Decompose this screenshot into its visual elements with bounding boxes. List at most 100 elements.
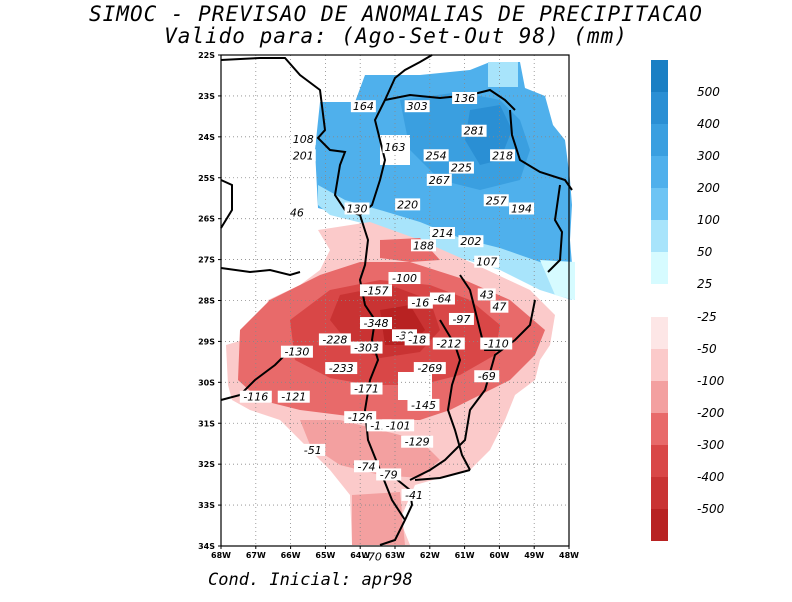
colorbar-swatch-positive (651, 92, 668, 124)
anomaly-value-label: -100 (392, 272, 417, 285)
anomaly-value-label: 163 (385, 141, 406, 154)
anomaly-value-label: 214 (432, 227, 453, 240)
value-label-bg (423, 149, 449, 162)
value-label-bg (429, 227, 455, 240)
value-label-bg (426, 173, 452, 186)
anomaly-value-label: -212 (436, 338, 461, 351)
value-label-bg (483, 194, 509, 207)
value-label-bg (300, 443, 326, 456)
lat-tick-label: 26S (198, 215, 215, 224)
anomaly-value-label: -79 (380, 468, 398, 481)
colorbar-label-positive: 500 (697, 85, 720, 99)
lat-tick-label: 30S (198, 378, 215, 387)
anomaly-value-label: -97 (452, 313, 470, 326)
colorbar-swatch-negative (651, 317, 668, 349)
anomaly-value-label: -64 (433, 293, 451, 306)
colorbar-swatch-positive (651, 156, 668, 188)
colorbar-legend: 500 400 300 200 100 50 25 -25 -50 -100 -200 -300 -40… (651, 60, 725, 541)
anomaly-value-label: -228 (322, 333, 347, 346)
colorbar-label-negative: -400 (697, 470, 725, 484)
anomaly-value-label: -116 (243, 391, 268, 404)
value-label-bg (480, 337, 513, 350)
colorbar-swatch-negative (651, 381, 668, 413)
lat-tick-label: 33S (198, 501, 215, 510)
colorbar-swatch-positive (651, 252, 668, 284)
colorbar-label-positive: 50 (697, 245, 713, 259)
latitude-axis: 22S 23S 24S 25S 26S 27S 28S 29S 30S 31S 32S 33S 34S (198, 51, 221, 551)
anomaly-value-label: 303 (407, 100, 428, 113)
value-label-bg (407, 296, 433, 309)
colorbar-label-negative: -200 (697, 406, 725, 420)
anomaly-value-label: -145 (411, 399, 436, 412)
lon-tick-label: 49W (524, 551, 544, 560)
value-label-bg (239, 390, 272, 403)
lat-tick-label: 23S (198, 92, 215, 101)
value-label-bg (474, 255, 500, 268)
lon-tick-label: 66W (281, 551, 301, 560)
anomaly-value-label: 188 (413, 239, 434, 252)
value-label-bg (388, 272, 421, 285)
value-label-bg (287, 206, 306, 219)
value-label-bg (350, 382, 383, 395)
value-label-bg (448, 161, 474, 174)
anomaly-value-label: -74 (358, 460, 376, 473)
value-label-bg (395, 198, 421, 211)
anomaly-value-label: -126 (348, 411, 373, 424)
value-label-bg (290, 132, 316, 145)
value-label-bg (360, 317, 393, 330)
initial-condition-caption: Cond. Inicial: apr98 (208, 570, 413, 590)
longitude-axis: 68W 67W 66W 65W 64W 63W 62W 61W 60W 49W 48W (211, 546, 579, 560)
value-label-bg (410, 239, 436, 252)
anomaly-value-label: 218 (492, 149, 513, 162)
lat-tick-label: 31S (198, 419, 215, 428)
value-label-bg (432, 337, 465, 350)
colorbar-label-negative: -500 (697, 502, 725, 516)
lon-tick-label: 48W (559, 551, 579, 560)
lat-tick-label: 22S (198, 51, 215, 60)
anomaly-value-label: -70 (364, 550, 382, 563)
anomaly-value-label: 43 (480, 288, 494, 301)
anomaly-value-label: -129 (405, 436, 430, 449)
value-label-bg (401, 435, 434, 448)
colorbar-swatch-positive (651, 188, 668, 220)
lon-tick-label: 68W (211, 551, 231, 560)
colorbar-label-positive: 25 (697, 277, 712, 291)
value-label-bg (407, 398, 440, 411)
lon-tick-label: 60W (489, 551, 509, 560)
lon-tick-label: 63W (385, 551, 405, 560)
colorbar-label-negative: -100 (697, 374, 725, 388)
anomaly-value-label: -171 (354, 383, 379, 396)
value-label-bg (413, 362, 446, 375)
value-label-bg (382, 141, 408, 154)
colorbar-label-negative: -300 (697, 438, 725, 452)
anomaly-value-label: 257 (486, 194, 507, 207)
anomaly-value-label: 202 (460, 235, 481, 248)
anomaly-value-label: 254 (426, 149, 447, 162)
anomaly-value-label: 225 (451, 162, 472, 175)
anomaly-value-label: -303 (354, 342, 379, 355)
anomaly-value-label: -269 (417, 362, 442, 375)
anomaly-value-label: 201 (293, 149, 314, 162)
value-label-bg (490, 300, 509, 313)
lat-tick-label: 34S (198, 542, 215, 551)
lon-tick-label: 65W (315, 551, 335, 560)
lon-tick-label: 62W (420, 551, 440, 560)
lat-tick-label: 32S (198, 460, 215, 469)
value-label-bg (376, 468, 402, 481)
value-label-bg (448, 312, 474, 325)
colorbar-label-negative: -25 (697, 310, 717, 324)
value-label-bg (360, 550, 386, 563)
anomaly-value-label: 281 (464, 125, 485, 138)
value-label-bg (404, 333, 430, 346)
anomaly-value-label: -18 (408, 333, 426, 346)
lat-tick-label: 27S (198, 256, 215, 265)
anomaly-value-label: 194 (511, 202, 532, 215)
colorbar-swatch-negative (651, 413, 668, 445)
colorbar-swatch-negative (651, 445, 668, 477)
lon-tick-label: 64W (350, 551, 370, 560)
value-label-bg (350, 100, 376, 113)
map-title: SIMOC - PREVISAO DE ANOMALIAS DE PRECIPI… (89, 2, 703, 26)
anomaly-value-label: 46 (290, 207, 304, 220)
value-label-bg (490, 149, 516, 162)
